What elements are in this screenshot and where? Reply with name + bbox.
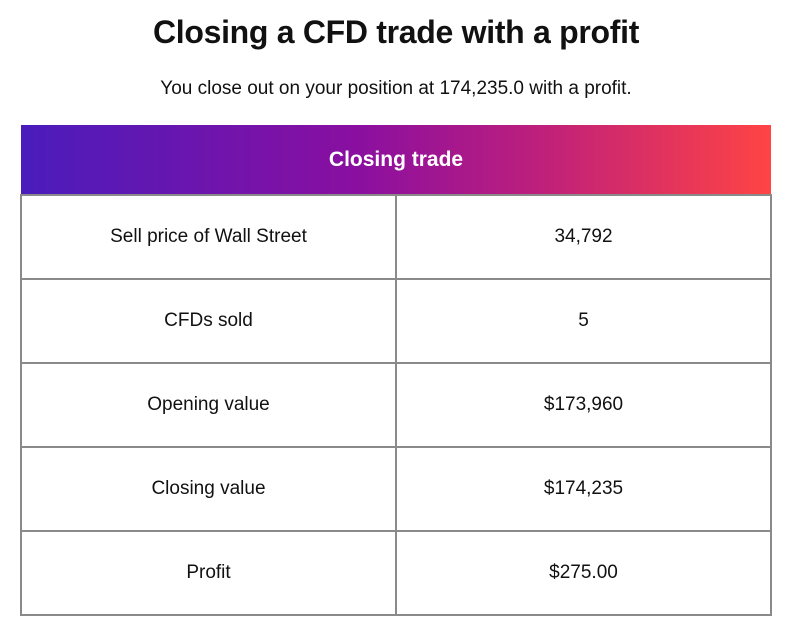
row-label: CFDs sold <box>20 278 397 364</box>
table-row: Opening value $173,960 <box>20 362 772 448</box>
table-row: Sell price of Wall Street 34,792 <box>20 194 772 280</box>
table-row: CFDs sold 5 <box>20 278 772 364</box>
row-value: $275.00 <box>395 530 772 616</box>
closing-trade-table: Closing trade Sell price of Wall Street … <box>20 125 772 616</box>
row-label: Opening value <box>20 362 397 448</box>
table-row: Profit $275.00 <box>20 530 772 616</box>
page-subtitle: You close out on your position at 174,23… <box>160 78 632 99</box>
row-value: $174,235 <box>395 446 772 532</box>
table-header: Closing trade <box>21 125 771 195</box>
row-label: Sell price of Wall Street <box>20 194 397 280</box>
row-label: Closing value <box>20 446 397 532</box>
row-value: $173,960 <box>395 362 772 448</box>
page-title: Closing a CFD trade with a profit <box>152 14 640 50</box>
row-value: 34,792 <box>395 194 772 280</box>
row-label: Profit <box>20 530 397 616</box>
row-value: 5 <box>395 278 772 364</box>
table-row: Closing value $174,235 <box>20 446 772 532</box>
